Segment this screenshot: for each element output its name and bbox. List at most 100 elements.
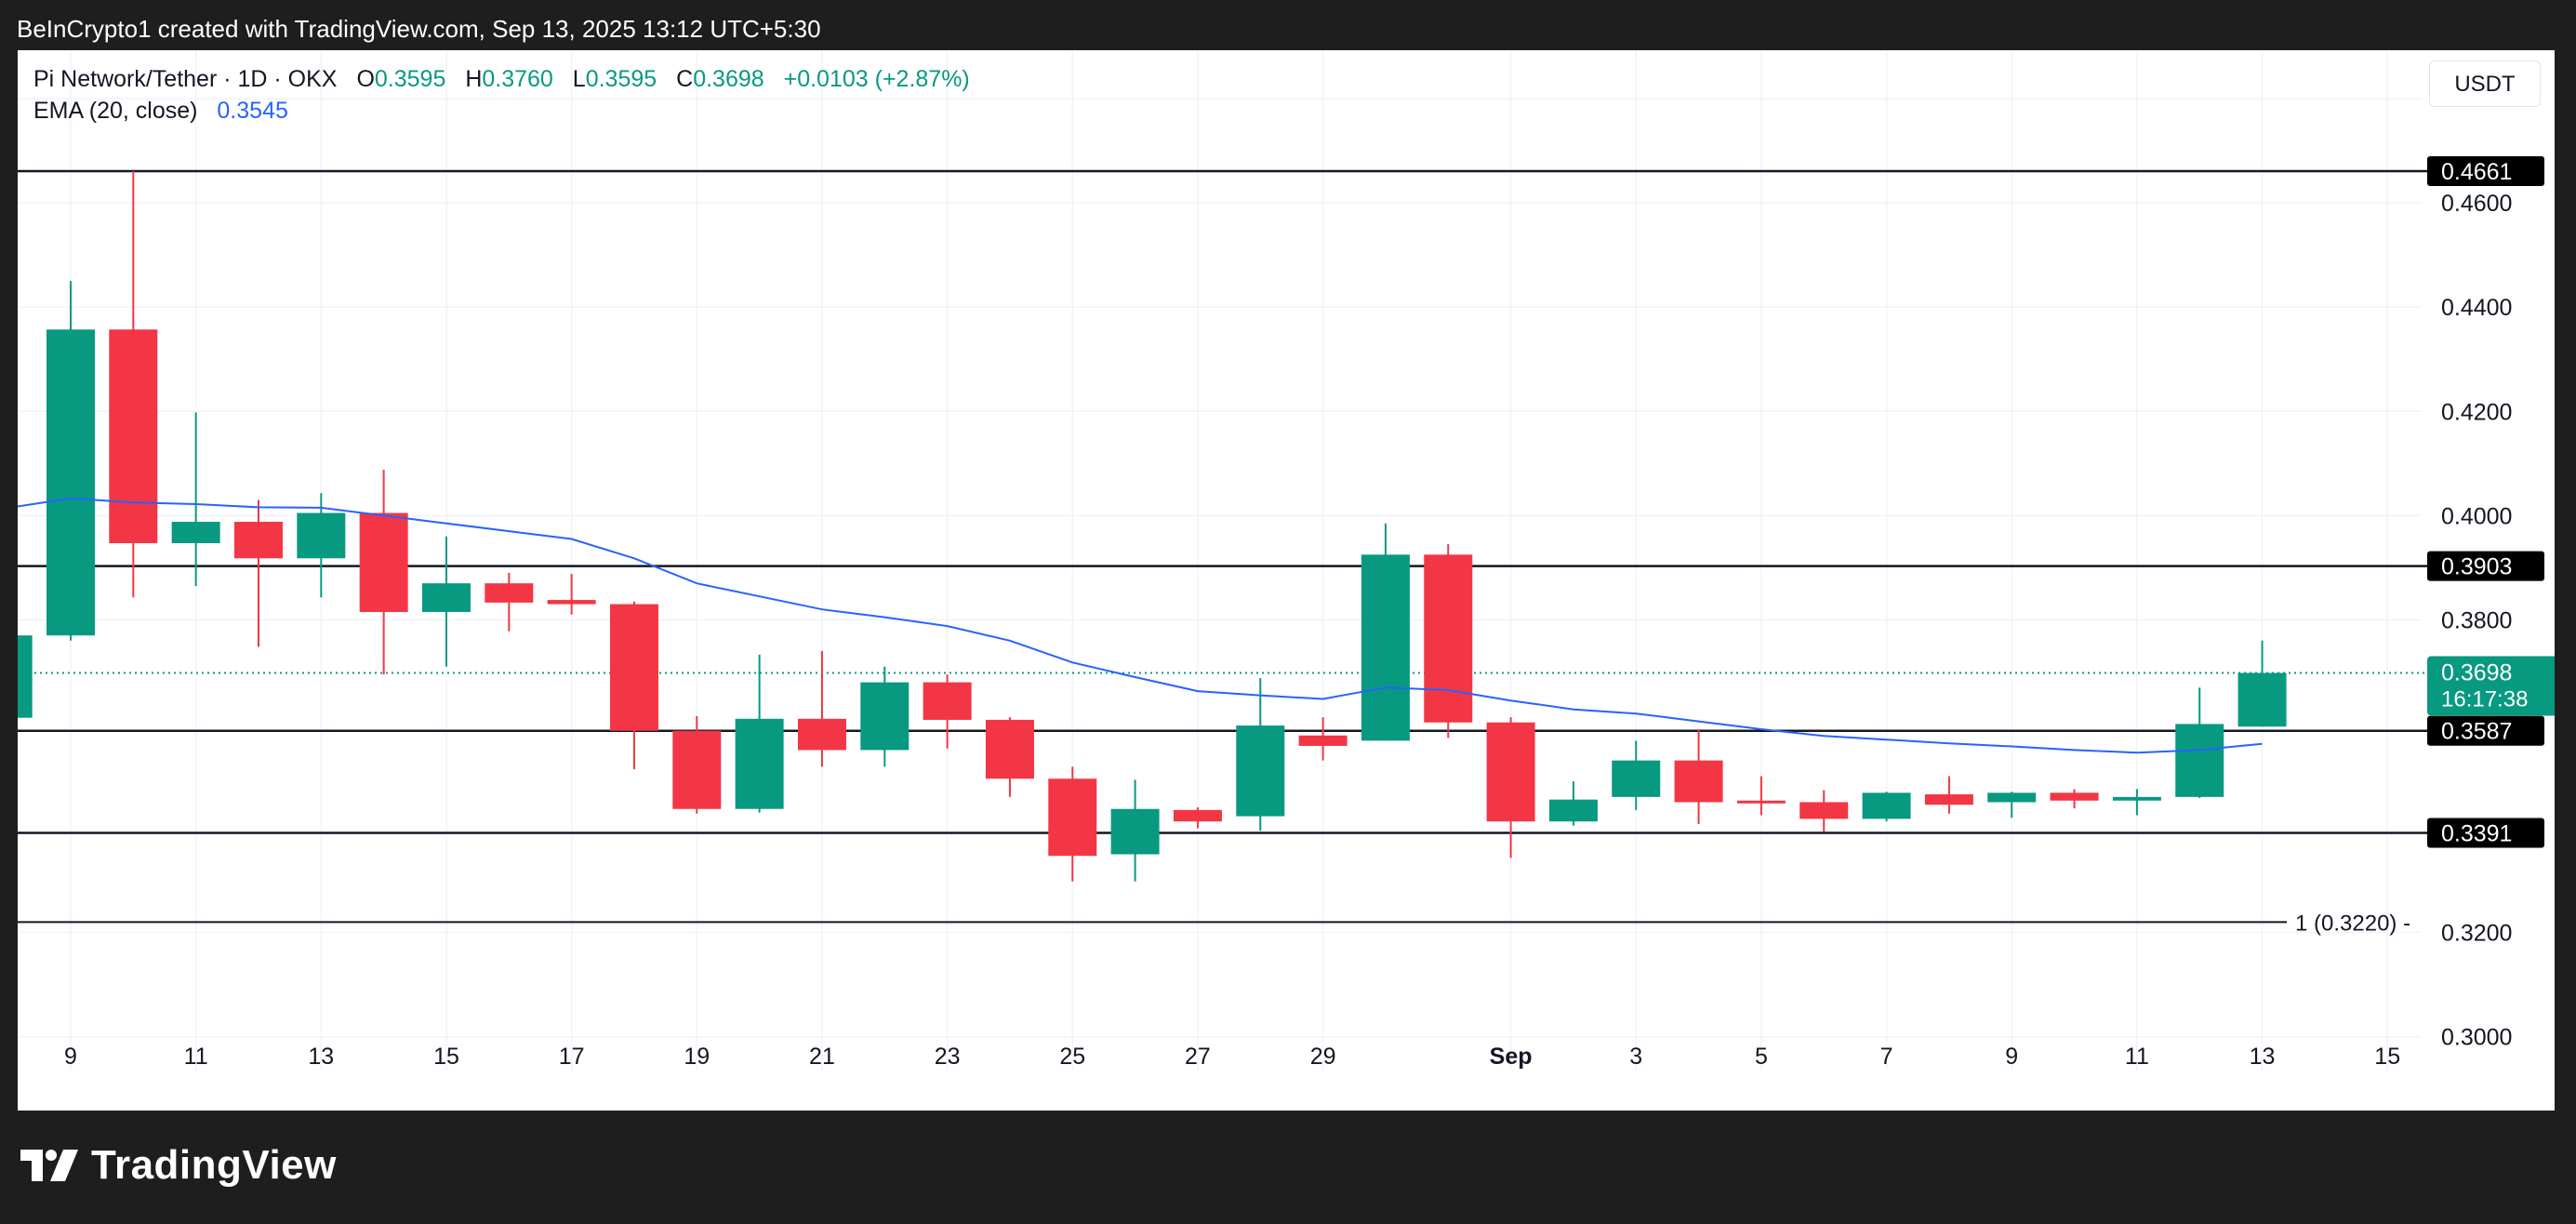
candlestick-chart[interactable]: 1 (0.3220) -0.48000.46000.44000.42000.40…: [18, 50, 2555, 1111]
candle-body-up: [46, 329, 95, 636]
low-label: L: [572, 66, 586, 92]
date-tick-label: 13: [2250, 1044, 2276, 1070]
tradingview-logo-icon: [20, 1150, 78, 1181]
candle-body-up: [18, 635, 33, 718]
candle-body-down: [1924, 794, 1973, 805]
date-tick-label: 9: [64, 1044, 77, 1070]
price-tick-label: 0.4000: [2441, 503, 2512, 529]
date-tick-label: 11: [184, 1044, 208, 1070]
top-attribution-bar: BeInCrypto1 created with TradingView.com…: [0, 0, 2576, 50]
candle-body-down: [672, 730, 722, 809]
countdown-label: 16:17:38: [2441, 687, 2528, 712]
candle-body-up: [1548, 799, 1598, 822]
level-price-tag: [2427, 551, 2544, 581]
price-tick-label: 0.3200: [2441, 921, 2512, 947]
candle-body-down: [1424, 554, 1473, 723]
candle-body-up: [1236, 725, 1285, 817]
candle-body-down: [1799, 802, 1849, 819]
change-value: +0.0103 (+2.87%): [783, 66, 970, 92]
candle-body-down: [797, 718, 846, 751]
chart-panel[interactable]: 1 (0.3220) -0.48000.46000.44000.42000.40…: [18, 50, 2555, 1111]
fib-level-label: 1 (0.3220) -: [2295, 911, 2410, 936]
candle-body-down: [109, 329, 158, 544]
currency-button[interactable]: USDT: [2429, 60, 2541, 107]
candle-body-up: [1862, 792, 1911, 819]
candle-body-up: [860, 682, 910, 751]
ema-label[interactable]: EMA (20, close): [33, 98, 198, 124]
date-tick-label: 11: [2125, 1044, 2149, 1070]
level-price-tag: [2427, 818, 2544, 848]
price-tick-label: 0.4200: [2441, 399, 2512, 425]
candle-body-up: [735, 718, 784, 809]
date-tick-label: 19: [684, 1044, 710, 1070]
ohlc-legend-row: Pi Network/Tether · 1D · OKX O0.3595 H0.…: [33, 63, 970, 95]
date-tick-label: 25: [1059, 1044, 1085, 1070]
date-tick-label: 23: [935, 1044, 961, 1070]
low-value: 0.3595: [585, 66, 657, 92]
candle-body-up: [2175, 724, 2224, 797]
candle-body-down: [1298, 735, 1348, 746]
date-tick-label: 29: [1310, 1044, 1336, 1070]
price-tick-label: 0.4600: [2441, 191, 2512, 217]
tradingview-logo[interactable]: TradingView: [20, 1142, 337, 1189]
last-price-label: 0.3698: [2441, 660, 2512, 686]
date-tick-label: 7: [1880, 1044, 1893, 1070]
candle-body-up: [421, 583, 471, 612]
high-label: H: [465, 66, 483, 92]
candle-body-down: [233, 522, 283, 559]
close-label: C: [676, 66, 694, 92]
candle-body-up: [2112, 796, 2161, 801]
candle-body-up: [1361, 554, 1410, 741]
level-price-label: 0.3587: [2441, 719, 2512, 745]
level-price-label: 0.3391: [2441, 821, 2512, 847]
candle-body-up: [1987, 792, 2037, 803]
date-tick-label: 5: [1755, 1044, 1768, 1070]
candle-body-down: [547, 600, 596, 605]
ema-value: 0.3545: [217, 98, 288, 124]
close-value: 0.3698: [693, 66, 764, 92]
price-tick-label: 0.3800: [2441, 607, 2512, 633]
candle-body-down: [1048, 778, 1097, 857]
candle-body-down: [2050, 792, 2099, 801]
ema-line: [18, 497, 2263, 754]
date-tick-label: 3: [1629, 1044, 1642, 1070]
footer-bar: [0, 1111, 2576, 1224]
candle-body-up: [1110, 808, 1160, 855]
candle-body-down: [1173, 809, 1222, 822]
candle-body-down: [359, 512, 408, 612]
date-tick-label: Sep: [1490, 1044, 1533, 1070]
symbol-label[interactable]: Pi Network/Tether · 1D · OKX: [33, 66, 338, 92]
price-tick-label: 0.4400: [2441, 295, 2512, 321]
candle-body-up: [1612, 760, 1661, 797]
chart-legend: Pi Network/Tether · 1D · OKX O0.3595 H0.…: [33, 63, 970, 126]
candle-body-down: [609, 604, 658, 731]
attribution-text: BeInCrypto1 created with TradingView.com…: [17, 15, 821, 43]
date-tick-label: 9: [2005, 1044, 2018, 1070]
high-value: 0.3760: [482, 66, 553, 92]
candle-body-down: [985, 719, 1034, 779]
candle-body-down: [485, 583, 534, 603]
ema-legend-row: EMA (20, close) 0.3545: [33, 95, 970, 126]
level-price-label: 0.4661: [2441, 159, 2512, 185]
date-tick-label: 21: [809, 1044, 835, 1070]
open-label: O: [356, 66, 375, 92]
date-tick-label: 15: [2374, 1044, 2400, 1070]
open-value: 0.3595: [374, 66, 446, 92]
date-tick-label: 15: [433, 1044, 459, 1070]
level-price-tag: [2427, 155, 2544, 186]
candle-body-up: [2237, 672, 2287, 727]
candle-body-down: [1674, 760, 1723, 803]
candle-body-up: [297, 512, 346, 559]
tradingview-wordmark: TradingView: [91, 1142, 337, 1188]
last-price-tag: [2427, 656, 2555, 716]
candle-body-down: [1486, 722, 1535, 822]
candle-body-up: [171, 522, 220, 544]
candle-body-down: [923, 682, 972, 720]
date-tick-label: 27: [1185, 1044, 1211, 1070]
level-price-label: 0.3903: [2441, 554, 2512, 580]
price-tick-label: 0.3000: [2441, 1025, 2512, 1051]
date-tick-label: 13: [308, 1044, 334, 1070]
date-tick-label: 17: [559, 1044, 585, 1070]
candle-body-down: [1736, 800, 1786, 804]
level-price-tag: [2427, 715, 2544, 746]
